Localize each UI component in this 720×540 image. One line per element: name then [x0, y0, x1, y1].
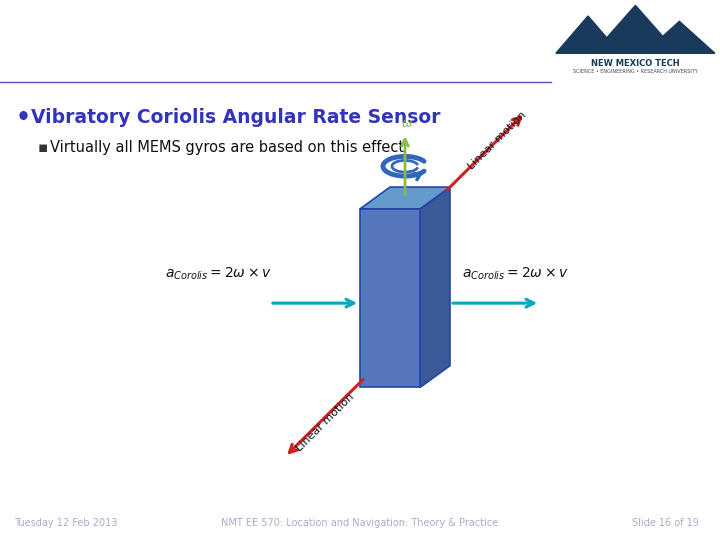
Text: Linear motion: Linear motion [294, 392, 356, 453]
Polygon shape [360, 187, 450, 209]
Text: SCIENCE • ENGINEERING • RESEARCH UNIVERSITY: SCIENCE • ENGINEERING • RESEARCH UNIVERS… [573, 69, 698, 75]
Text: $a_{Corolis} = 2\omega \times v$: $a_{Corolis} = 2\omega \times v$ [165, 265, 272, 281]
Text: NEW MEXICO TECH: NEW MEXICO TECH [591, 59, 680, 68]
Text: $a_{Corolis} = 2\omega \times v$: $a_{Corolis} = 2\omega \times v$ [462, 265, 569, 281]
Text: $\omega$: $\omega$ [401, 117, 413, 130]
Polygon shape [556, 16, 620, 53]
Text: •: • [16, 106, 31, 130]
Text: ▪: ▪ [38, 140, 48, 155]
Text: Virtually all MEMS gyros are based on this effect: Virtually all MEMS gyros are based on th… [50, 140, 404, 155]
Text: Inertial Sensors - Gyroscopes: Coriolis Effect: Inertial Sensors - Gyroscopes: Coriolis … [8, 55, 357, 69]
Text: Tuesday 12 Feb 2013: Tuesday 12 Feb 2013 [14, 518, 118, 528]
Text: Navigation Sensors and INS Mechanization: Navigation Sensors and INS Mechanization [8, 15, 480, 33]
Polygon shape [644, 21, 715, 53]
Polygon shape [593, 5, 678, 53]
Text: Slide 16 of 19: Slide 16 of 19 [631, 518, 698, 528]
Polygon shape [420, 187, 450, 388]
Text: NMT EE 570: Location and Navigation: Theory & Practice: NMT EE 570: Location and Navigation: The… [221, 518, 499, 528]
Text: Vibratory Coriolis Angular Rate Sensor: Vibratory Coriolis Angular Rate Sensor [31, 108, 441, 127]
Polygon shape [360, 209, 420, 388]
Text: Linear motion: Linear motion [466, 110, 528, 171]
